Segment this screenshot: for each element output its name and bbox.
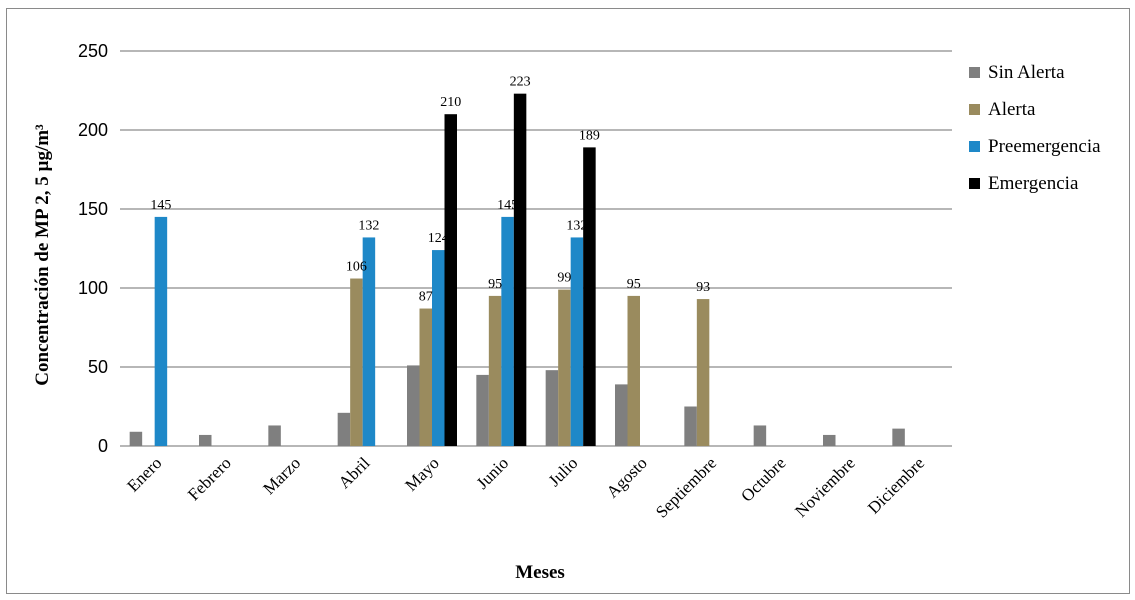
x-axis-title: Meses	[515, 562, 565, 583]
data-label: 93	[696, 280, 710, 295]
legend-swatch	[969, 141, 980, 152]
y-tick-label: 100	[78, 278, 108, 298]
x-tick-label: Noviembre	[791, 453, 859, 521]
bar-sin-alerta	[823, 434, 836, 446]
data-label: 132	[358, 218, 379, 233]
bar-preemergencia	[570, 237, 584, 446]
y-tick-label: 200	[78, 120, 108, 140]
bar-sin-alerta	[892, 428, 905, 446]
bars	[129, 93, 905, 446]
bar-emergencia	[513, 93, 527, 446]
bar-sin-alerta	[407, 365, 420, 446]
data-label: 210	[440, 95, 461, 110]
bar-alerta	[419, 308, 432, 446]
legend-swatch	[969, 104, 980, 115]
bar-preemergencia	[362, 237, 376, 446]
legend-swatch	[969, 67, 980, 78]
bar-emergencia	[583, 147, 596, 446]
legend: Sin Alerta Alerta Preemergencia Emergencia	[969, 62, 1101, 194]
x-tick-label: Agosto	[603, 453, 651, 501]
data-label: 132	[566, 218, 587, 233]
y-tick-label: 250	[78, 41, 108, 61]
bar-preemergencia	[154, 216, 168, 446]
bar-alerta	[488, 295, 502, 446]
x-tick-label: Febrero	[184, 453, 235, 504]
bar-alerta	[627, 295, 640, 446]
bar-sin-alerta	[337, 412, 351, 446]
data-label: 95	[488, 277, 502, 292]
bar-sin-alerta	[545, 370, 559, 446]
bar-sin-alerta	[199, 434, 212, 446]
bar-sin-alerta	[476, 374, 489, 446]
y-tick-labels: 0 50 100 150 200 250	[78, 41, 108, 456]
x-tick-label: Enero	[123, 453, 165, 495]
legend-label: Preemergencia	[988, 136, 1101, 157]
y-tick-label: 50	[88, 357, 108, 377]
x-tick-label: Marzo	[259, 453, 304, 498]
data-label: 95	[627, 277, 641, 292]
y-tick-label: 0	[98, 436, 108, 456]
bar-emergencia	[444, 114, 457, 446]
data-label: 145	[497, 198, 518, 213]
x-tick-label: Octubre	[737, 453, 789, 505]
bar-sin-alerta	[268, 425, 281, 446]
bar-preemergencia	[432, 250, 445, 446]
legend-label: Emergencia	[988, 173, 1079, 194]
legend-label: Alerta	[988, 99, 1036, 120]
data-label: 99	[557, 271, 571, 286]
data-label: 145	[150, 198, 171, 213]
data-label: 106	[346, 260, 367, 275]
y-axis-title: Concentración de MP 2, 5 µg/m³	[32, 124, 53, 386]
x-tick-label: Julio	[545, 453, 582, 490]
legend-swatch	[969, 178, 980, 189]
bar-alerta	[696, 299, 710, 446]
bar-sin-alerta	[753, 425, 767, 446]
data-labels: 145 106 132 87 124 210 95 145 223 99 132 189 95 93	[150, 75, 710, 305]
x-tick-labels: Enero Febrero Marzo Abril Mayo Junio Julio Agos…	[123, 453, 928, 521]
bar-sin-alerta	[615, 384, 628, 446]
data-label: 223	[510, 75, 531, 90]
legend-label: Sin Alerta	[988, 62, 1065, 83]
x-tick-label: Junio	[473, 453, 512, 492]
bar-alerta	[350, 278, 363, 446]
data-label: 189	[579, 128, 600, 143]
data-label: 87	[419, 290, 433, 305]
x-tick-label: Mayo	[401, 453, 442, 494]
bar-sin-alerta	[129, 431, 143, 446]
x-tick-label: Septiembre	[652, 453, 720, 521]
bar-sin-alerta	[684, 406, 697, 446]
data-label: 124	[428, 231, 449, 246]
bar-alerta	[558, 289, 571, 446]
x-tick-label: Diciembre	[864, 453, 928, 517]
gridlines	[120, 50, 952, 447]
y-tick-label: 150	[78, 199, 108, 219]
x-tick-label: Abril	[335, 453, 374, 492]
bar-preemergencia	[501, 216, 514, 446]
